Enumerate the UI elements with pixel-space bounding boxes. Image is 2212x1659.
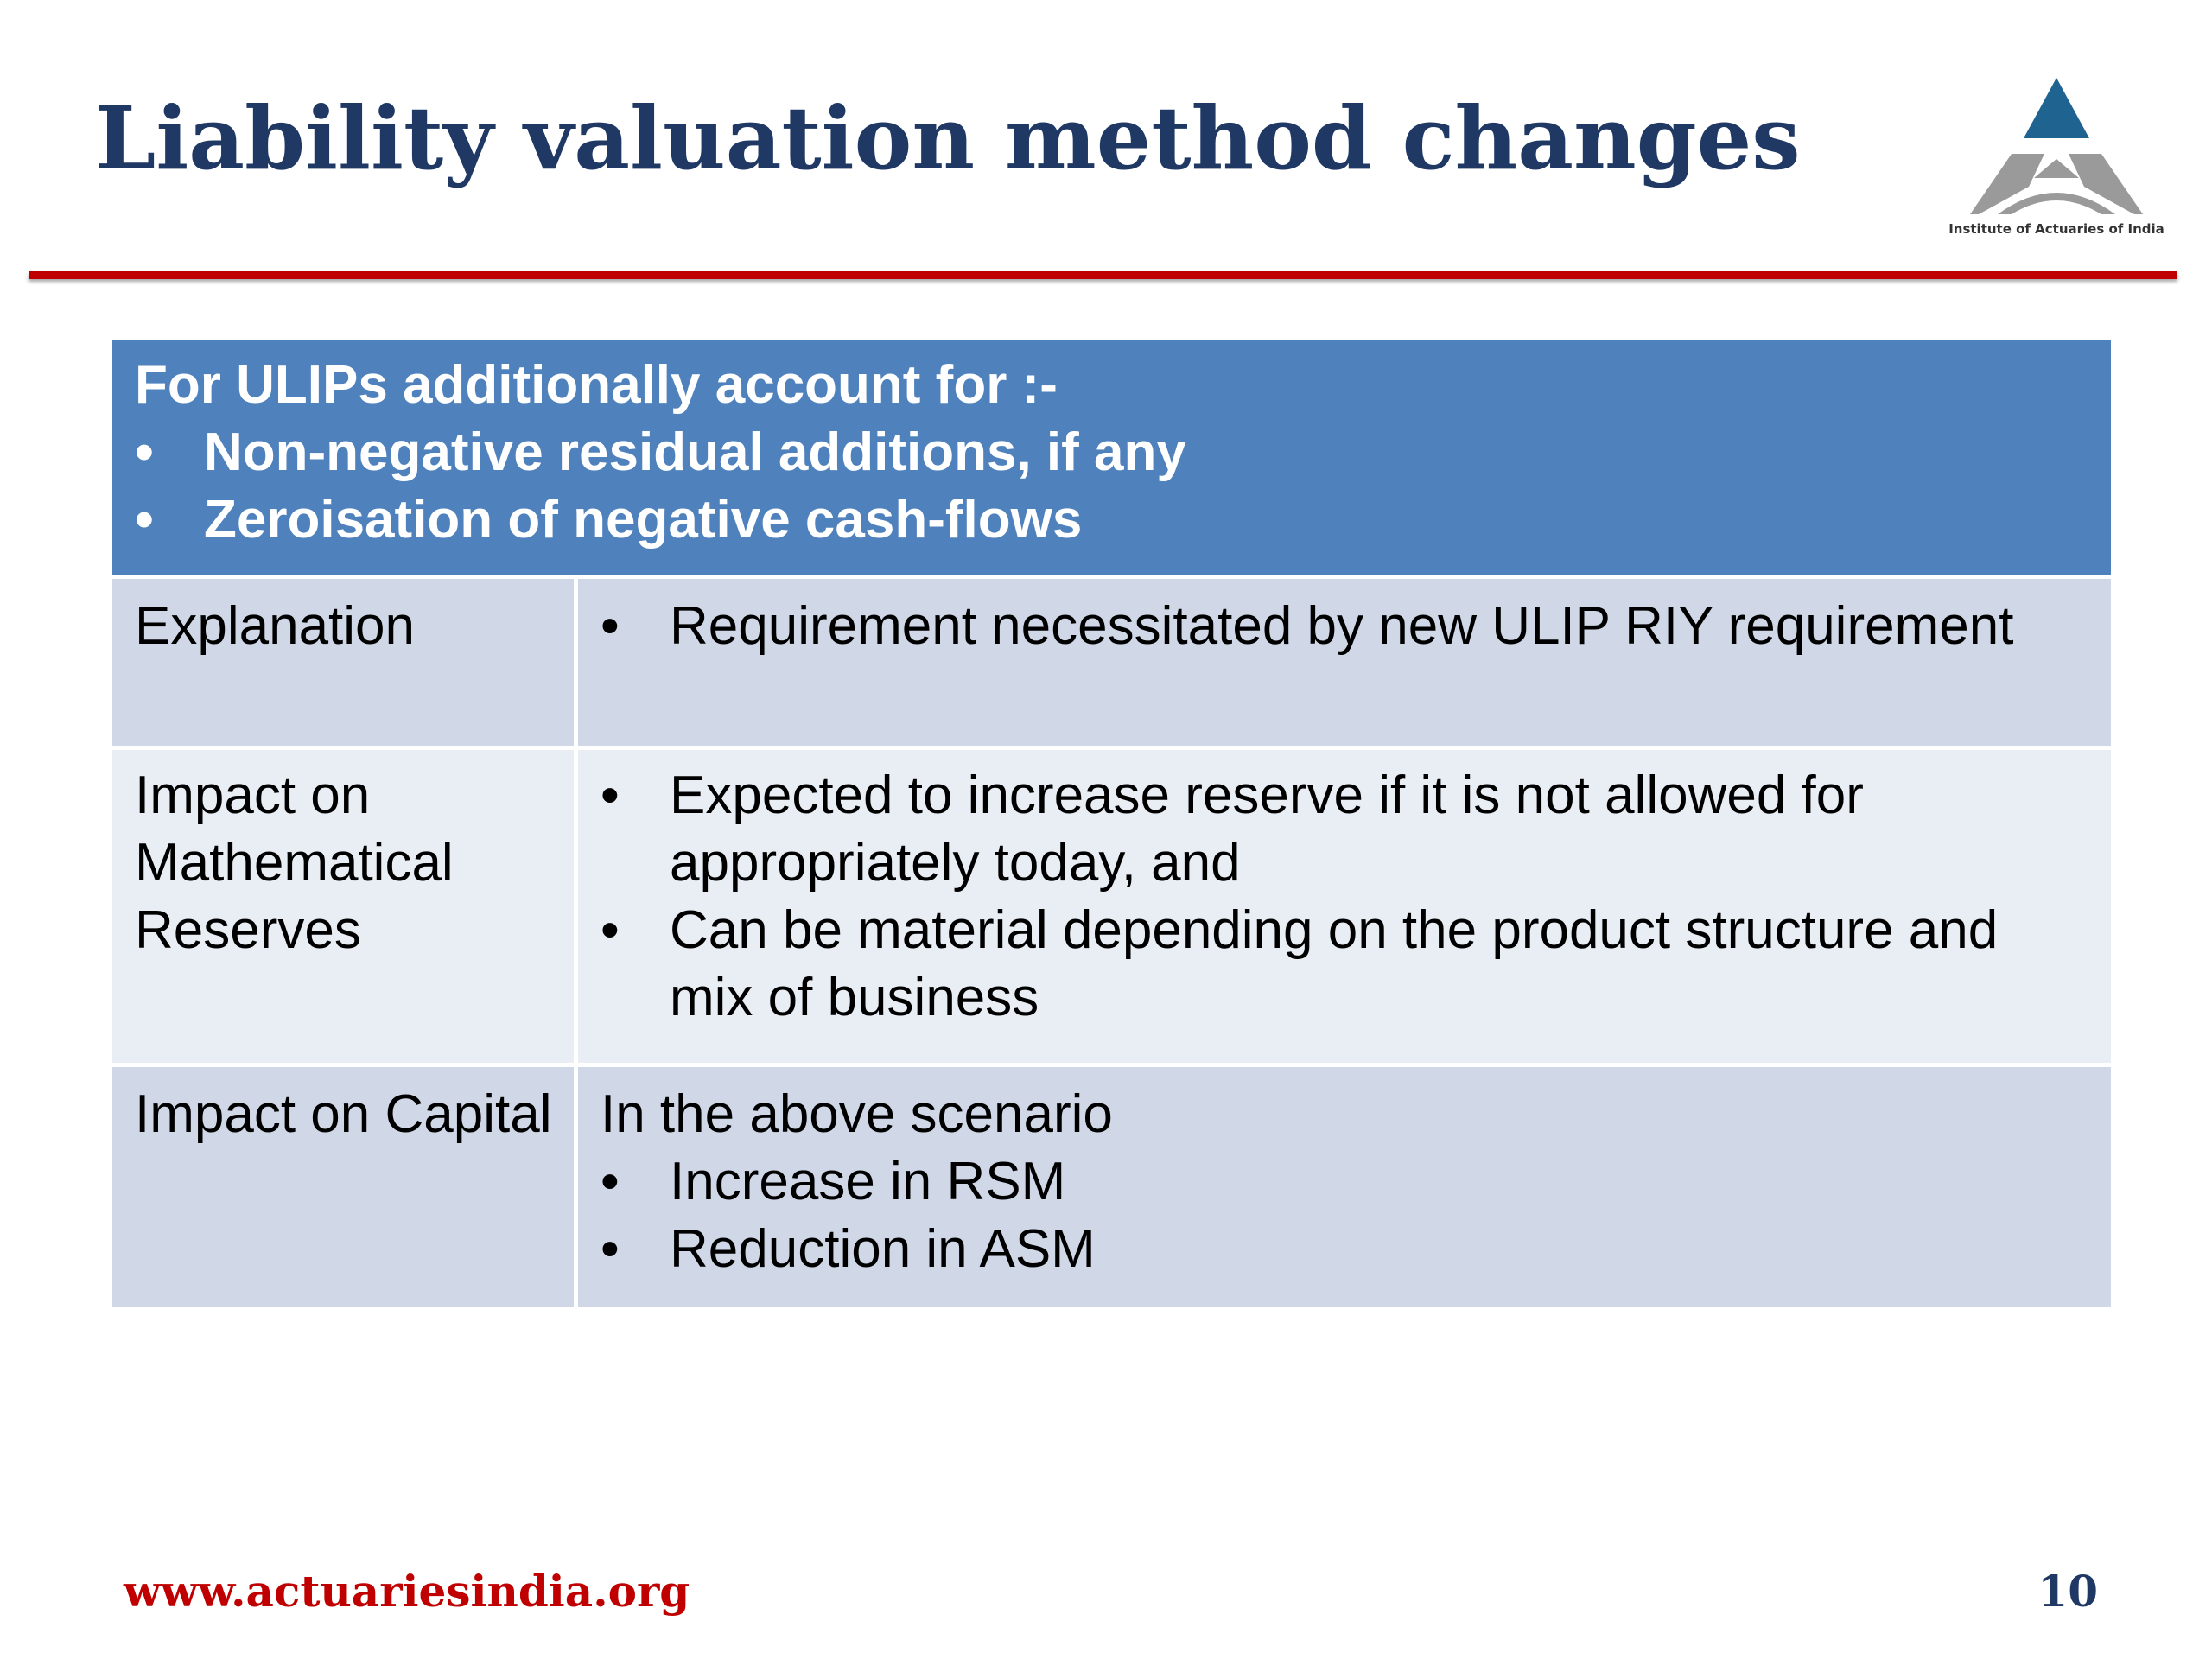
row-content: • Expected to increase reserve if it is … bbox=[578, 750, 2111, 1063]
row-label: Impact on Capital bbox=[112, 1067, 578, 1307]
footer-website-link[interactable]: www.actuariesindia.org bbox=[124, 1566, 690, 1617]
header-bullet-list: • Non-negative residual additions, if an… bbox=[135, 419, 2088, 554]
table-row-explanation: Explanation • Requirement necessitated b… bbox=[112, 575, 2111, 746]
slide-title: Liability valuation method changes bbox=[95, 87, 1801, 189]
row-bullet-item: • Increase in RSM bbox=[601, 1148, 2085, 1216]
bullet-icon: • bbox=[601, 900, 620, 960]
page-number: 10 bbox=[2037, 1566, 2098, 1617]
logo-icon bbox=[1970, 78, 2143, 214]
table-header: For ULIPs additionally account for :- • … bbox=[112, 340, 2111, 575]
header-bullet-text: Zeroisation of negative cash-flows bbox=[204, 490, 1083, 550]
row-label: Explanation bbox=[112, 579, 578, 746]
bullet-icon: • bbox=[135, 423, 154, 482]
row-bullet-text: Can be material depending on the product… bbox=[670, 900, 1999, 1027]
header-bullet-text: Non-negative residual additions, if any bbox=[204, 423, 1186, 482]
row-label: Impact on Mathematical Reserves bbox=[112, 750, 578, 1063]
bullet-icon: • bbox=[601, 766, 620, 825]
logo-caption: Institute of Actuaries of India bbox=[1948, 221, 2164, 237]
bullet-icon: • bbox=[601, 596, 620, 656]
header-bullet-item: • Non-negative residual additions, if an… bbox=[135, 419, 2088, 486]
header-intro: For ULIPs additionally account for :- bbox=[135, 355, 1058, 415]
institute-of-actuaries-logo: Institute of Actuaries of India bbox=[1944, 69, 2169, 242]
row-bullet-text: Increase in RSM bbox=[670, 1152, 1066, 1211]
row-bullet-text: Reduction in ASM bbox=[670, 1219, 1096, 1279]
row-content: In the above scenario • Increase in RSM … bbox=[578, 1067, 2111, 1307]
row-intro: In the above scenario bbox=[601, 1084, 1113, 1144]
row-bullet-item: • Reduction in ASM bbox=[601, 1216, 2085, 1283]
bullet-icon: • bbox=[135, 490, 154, 550]
row-bullet-text: Requirement necessitated by new ULIP RIY… bbox=[670, 596, 2014, 656]
bullet-icon: • bbox=[601, 1219, 620, 1279]
row-bullet-list: • Expected to increase reserve if it is … bbox=[601, 762, 2085, 1032]
row-bullet-item: • Expected to increase reserve if it is … bbox=[601, 762, 2085, 897]
row-bullet-list: • Requirement necessitated by new ULIP R… bbox=[601, 593, 2085, 660]
table-row-impact-reserves: Impact on Mathematical Reserves • Expect… bbox=[112, 746, 2111, 1063]
row-bullet-text: Expected to increase reserve if it is no… bbox=[670, 766, 1864, 893]
content-table: For ULIPs additionally account for :- • … bbox=[112, 340, 2111, 1307]
title-divider bbox=[29, 271, 2177, 279]
row-bullet-list: • Increase in RSM • Reduction in ASM bbox=[601, 1148, 2085, 1283]
table-row-impact-capital: Impact on Capital In the above scenario … bbox=[112, 1063, 2111, 1307]
header-bullet-item: • Zeroisation of negative cash-flows bbox=[135, 486, 2088, 554]
row-bullet-item: • Requirement necessitated by new ULIP R… bbox=[601, 593, 2085, 660]
bullet-icon: • bbox=[601, 1152, 620, 1211]
row-bullet-item: • Can be material depending on the produ… bbox=[601, 897, 2085, 1032]
row-content: • Requirement necessitated by new ULIP R… bbox=[578, 579, 2111, 746]
